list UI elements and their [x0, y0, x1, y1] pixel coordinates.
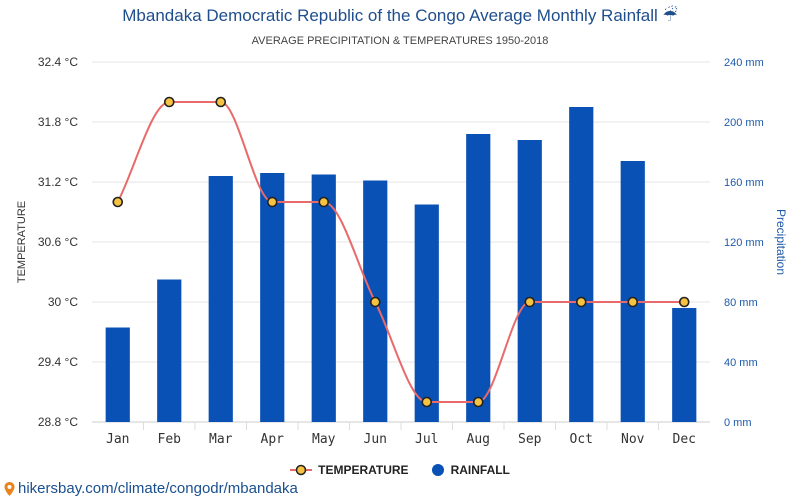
rainfall-bar — [106, 328, 130, 423]
y-right-tick-label: 200 mm — [724, 117, 764, 129]
x-tick-label: Aug — [467, 432, 490, 447]
location-pin-icon — [4, 482, 15, 496]
y-right-axis-title: Precipitation — [774, 209, 788, 275]
temperature-point — [525, 298, 534, 307]
rainfall-bar — [569, 107, 593, 422]
rainfall-bar — [672, 308, 696, 422]
x-tick-label: Jul — [415, 432, 438, 447]
y-left-tick-label: 31.8 °C — [38, 115, 78, 129]
y-right-tick-label: 0 mm — [724, 417, 752, 429]
x-tick-label: Apr — [261, 432, 285, 447]
y-left-tick-label: 29.4 °C — [38, 355, 78, 369]
rainfall-legend-marker-icon — [431, 463, 445, 477]
y-left-tick-label: 28.8 °C — [38, 415, 78, 429]
x-tick-label: Oct — [570, 432, 593, 447]
source-link-text: hikersbay.com/climate/congodr/mbandaka — [18, 480, 298, 497]
temperature-point — [628, 298, 637, 307]
temperature-point — [474, 398, 483, 407]
rainfall-bar — [415, 205, 439, 423]
legend-temperature-label: TEMPERATURE — [318, 463, 408, 477]
temperature-point — [319, 198, 328, 207]
y-right-tick-label: 120 mm — [724, 237, 764, 249]
rainfall-bar — [518, 140, 542, 422]
y-left-tick-label: 32.4 °C — [38, 55, 78, 69]
temperature-point — [113, 198, 122, 207]
y-right-tick-label: 160 mm — [724, 177, 764, 189]
legend-rainfall-label: RAINFALL — [451, 463, 510, 477]
rainfall-bar — [312, 175, 336, 423]
x-tick-label: Dec — [673, 432, 696, 447]
rainfall-bar — [260, 173, 284, 422]
x-tick-label: Jun — [364, 432, 387, 447]
y-right-tick-label: 40 mm — [724, 357, 758, 369]
x-tick-label: Jan — [106, 432, 129, 447]
y-left-tick-label: 30.6 °C — [38, 235, 78, 249]
temperature-legend-marker-icon — [290, 464, 312, 476]
y-left-tick-label: 30 °C — [48, 295, 78, 309]
temperature-point — [216, 98, 225, 107]
rainfall-bar — [621, 161, 645, 422]
x-tick-label: Mar — [209, 432, 233, 447]
y-right-tick-label: 240 mm — [724, 57, 764, 69]
temperature-point — [577, 298, 586, 307]
temperature-point — [371, 298, 380, 307]
y-right-tick-label: 80 mm — [724, 297, 758, 309]
y-left-axis-title: TEMPERATURE — [16, 201, 28, 283]
x-tick-label: Sep — [518, 432, 542, 447]
x-tick-label: Feb — [158, 432, 182, 447]
legend-item-rainfall[interactable]: RAINFALL — [431, 463, 510, 477]
temperature-point — [268, 198, 277, 207]
rainfall-bar — [209, 176, 233, 422]
chart-legend: TEMPERATURE RAINFALL — [0, 463, 800, 477]
temperature-point — [680, 298, 689, 307]
source-link[interactable]: hikersbay.com/climate/congodr/mbandaka — [4, 480, 298, 497]
rainfall-bar — [466, 134, 490, 422]
x-tick-label: Nov — [621, 432, 645, 447]
temperature-point — [422, 398, 431, 407]
rainfall-temperature-chart: 28.8 °C 29.4 °C 30 °C 30.6 °C 31.2 °C 31.8 °C… — [0, 0, 800, 460]
rainfall-bar — [157, 280, 181, 423]
y-left-tick-label: 31.2 °C — [38, 175, 78, 189]
temperature-line — [118, 102, 685, 402]
x-tick-label: May — [312, 432, 336, 447]
temperature-point — [165, 98, 174, 107]
legend-item-temperature[interactable]: TEMPERATURE — [290, 463, 408, 477]
